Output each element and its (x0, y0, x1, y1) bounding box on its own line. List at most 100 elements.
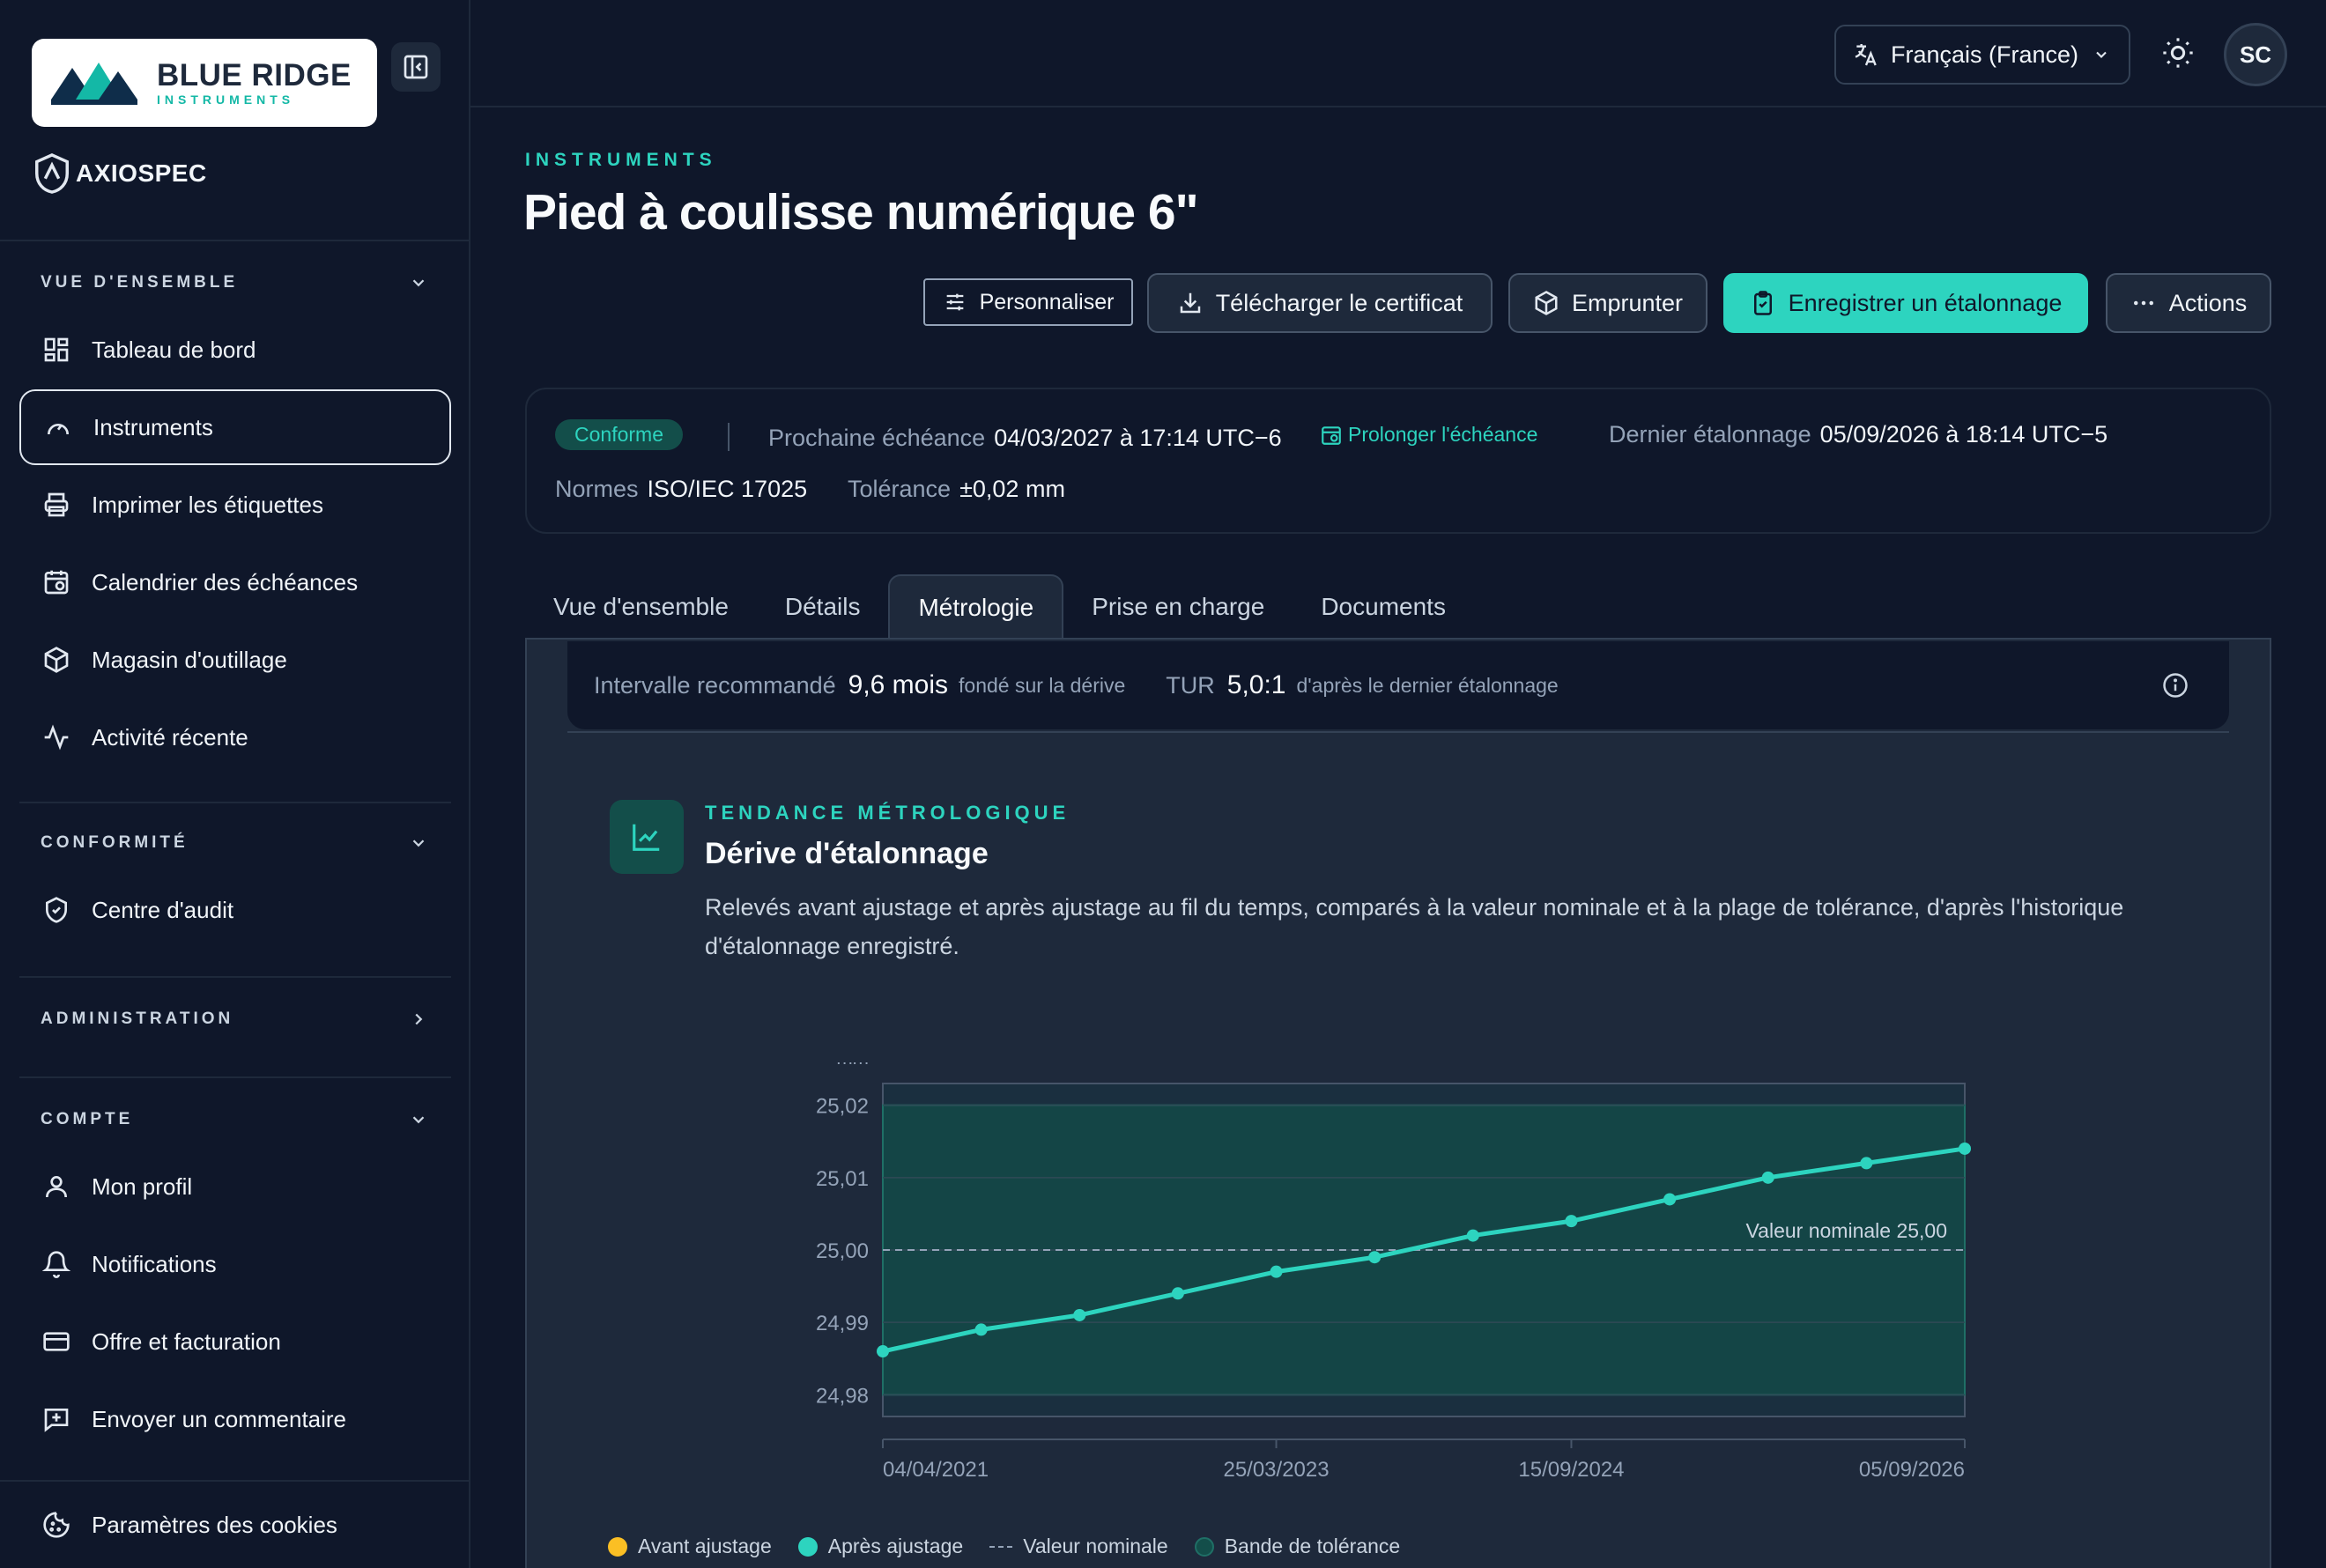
mountain-logo-icon (51, 63, 137, 105)
legend-swatch-nominal (989, 1545, 1013, 1548)
divider (19, 802, 451, 803)
tab-details[interactable]: Détails (784, 593, 861, 620)
page-eyebrow: INSTRUMENTS (525, 150, 717, 170)
last-calibration-value: 05/09/2026 à 18:14 UTC−5 (1819, 421, 2108, 447)
cookie-icon (41, 1509, 72, 1541)
data-point (974, 1323, 988, 1336)
sidebar-item-label: Magasin d'outillage (92, 646, 287, 673)
tur-note: d'après le dernier étalonnage (1296, 673, 1559, 697)
sidebar-item-cookies[interactable]: Paramètres des cookies (19, 1487, 451, 1563)
language-select[interactable]: Français (France) (1834, 25, 2130, 85)
tab-documents[interactable]: Documents (1321, 593, 1446, 620)
brand-logo-card[interactable]: BLUE RIDGE INSTRUMENTS (32, 39, 377, 127)
data-point (1761, 1171, 1774, 1184)
tab-metrology[interactable]: Métrologie (888, 574, 1064, 640)
sidebar-item-activity[interactable]: Activité récente (19, 699, 451, 775)
trend-eyebrow: TENDANCE MÉTROLOGIQUE (705, 802, 1070, 824)
gauge-icon (42, 411, 74, 443)
dashboard-icon (41, 334, 72, 366)
metrology-panel: Intervalle recommandé 9,6 mois fondé sur… (525, 638, 2271, 1568)
status-card: Conforme Prochaine échéance 04/03/2027 à… (525, 388, 2271, 534)
user-avatar[interactable]: SC (2224, 23, 2287, 86)
record-label: Enregistrer un étalonnage (1788, 289, 2063, 316)
sidebar-item-instruments[interactable]: Instruments (19, 389, 451, 465)
credit-card-icon (41, 1326, 72, 1357)
y-tick-label: 24,98 (816, 1384, 869, 1408)
section-title: VUE D'ENSEMBLE (41, 273, 239, 292)
topbar (470, 0, 2326, 107)
tab-support[interactable]: Prise en charge (1092, 593, 1265, 620)
sidebar-item-label: Centre d'audit (92, 896, 234, 923)
data-point (1959, 1142, 1971, 1155)
customize-button[interactable]: Personnaliser (923, 278, 1133, 326)
section-title: ADMINISTRATION (41, 1010, 234, 1028)
more-horizontal-icon (2130, 290, 2157, 316)
section-vue-ensemble-toggle[interactable]: VUE D'ENSEMBLE (41, 273, 428, 292)
extend-due-link[interactable]: Prolonger l'échéance (1320, 423, 1537, 447)
download-label: Télécharger le certificat (1215, 289, 1463, 316)
sidebar-item-dashboard[interactable]: Tableau de bord (19, 312, 451, 388)
next-due: Prochaine échéance 04/03/2027 à 17:14 UT… (768, 425, 1282, 452)
trend-description: Relevés avant ajustage et après ajustage… (705, 894, 2124, 959)
language-value: Français (France) (1891, 41, 2079, 68)
divider (728, 423, 730, 451)
chevron-down-icon (2096, 51, 2107, 58)
y-tick-label: 25,01 (816, 1167, 869, 1191)
sidebar-item-notifications[interactable]: Notifications (19, 1226, 451, 1302)
divider (567, 731, 2229, 733)
legend-item-before: Avant ajustage (608, 1535, 772, 1558)
sidebar-item-audit[interactable]: Centre d'audit (19, 872, 451, 948)
interval-note: fondé sur la dérive (959, 673, 1126, 697)
data-point (1565, 1215, 1578, 1228)
data-point (1270, 1265, 1283, 1278)
borrow-button[interactable]: Emprunter (1508, 273, 1707, 333)
sidebar-item-label: Tableau de bord (92, 336, 256, 363)
collapse-sidebar-button[interactable] (391, 42, 441, 92)
chevron-down-icon (412, 279, 425, 287)
line-chart-icon (633, 824, 660, 851)
tab-overview[interactable]: Vue d'ensemble (553, 593, 729, 620)
sidebar-item-calendar[interactable]: Calendrier des échéances (19, 544, 451, 620)
download-certificate-button[interactable]: Télécharger le certificat (1147, 273, 1493, 333)
tolerance-value: ±0,02 mm (959, 476, 1065, 502)
section-title: COMPTE (41, 1110, 134, 1128)
theme-toggle-sun-icon[interactable] (2160, 35, 2196, 70)
info-icon[interactable] (2162, 672, 2189, 699)
divider (0, 240, 470, 241)
section-conformite-toggle[interactable]: CONFORMITÉ (41, 833, 428, 853)
section-administration-toggle[interactable]: ADMINISTRATION (41, 1010, 428, 1029)
series-line-after (882, 1146, 1966, 1354)
last-calibration: Dernier étalonnage 05/09/2026 à 18:14 UT… (1609, 421, 2107, 448)
sidebar-item-label: Imprimer les étiquettes (92, 491, 323, 518)
brand-name: BLUE RIDGE (157, 58, 352, 92)
section-compte-toggle[interactable]: COMPTE (41, 1110, 428, 1129)
tolerance: Tolérance ±0,02 mm (848, 476, 1065, 503)
sidebar-item-label: Activité récente (92, 723, 248, 751)
data-point (1171, 1287, 1184, 1300)
page-title: Pied à coulisse numérique 6" (523, 184, 1199, 240)
section-title: CONFORMITÉ (41, 833, 189, 852)
legend-label: Valeur nominale (1023, 1535, 1168, 1557)
legend-item-after: Après ajustage (797, 1535, 963, 1558)
sidebar-item-label: Instruments (93, 413, 213, 440)
sidebar-item-profile[interactable]: Mon profil (19, 1149, 451, 1224)
sidebar-item-feedback[interactable]: Envoyer un commentaire (19, 1381, 451, 1457)
divider (0, 1480, 470, 1482)
chevron-right-icon (415, 1013, 423, 1025)
sidebar-item-print-labels[interactable]: Imprimer les étiquettes (19, 467, 451, 543)
actions-button[interactable]: Actions (2106, 273, 2271, 333)
legend-label: Avant ajustage (638, 1535, 772, 1557)
divider (19, 976, 451, 978)
record-calibration-button[interactable]: Enregistrer un étalonnage (1723, 273, 2088, 333)
tur-label: TUR (1166, 671, 1215, 699)
drift-chart: 25,02 25,01 25,00 24,99 24,98 mm Valeur nomina… (816, 1062, 1971, 1482)
nominal-label: Valeur nominale 25,00 (1746, 1219, 1947, 1242)
y-tick-label: 24,99 (816, 1312, 869, 1335)
sidebar-item-tool-store[interactable]: Magasin d'outillage (19, 622, 451, 698)
sidebar-item-billing[interactable]: Offre et facturation (19, 1304, 451, 1379)
activity-icon (41, 721, 72, 753)
y-axis-unit-label: mm (836, 1062, 869, 1069)
legend-item-band: Bande de tolérance (1194, 1535, 1400, 1558)
sliders-icon (943, 290, 967, 314)
borrow-label: Emprunter (1571, 289, 1684, 316)
